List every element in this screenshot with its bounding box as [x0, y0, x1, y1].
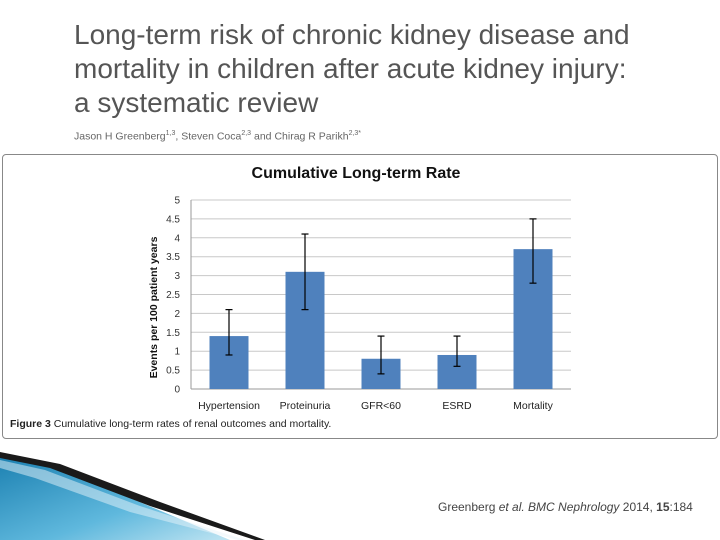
- author-name: Jason H Greenberg: [74, 130, 166, 143]
- slide-title: Long-term risk of chronic kidney disease…: [74, 18, 704, 120]
- swoosh-light-stroke: [0, 460, 245, 540]
- y-tick-label: 4.5: [166, 214, 180, 225]
- x-tick-label: GFR<60: [361, 400, 401, 412]
- y-tick-label: 4: [174, 233, 180, 244]
- y-tick-label: 2.5: [166, 290, 180, 301]
- author-name: Steven Coca: [181, 130, 242, 143]
- y-tick-label: 0: [174, 385, 180, 396]
- figure-caption: Figure 3 Cumulative long-term rates of r…: [10, 418, 331, 430]
- bar-chart: Cumulative Long-term Rate 0 0.5 1 1.5 2 2.5 3 3.…: [148, 165, 571, 412]
- author-affiliation: 2,3: [241, 130, 252, 137]
- x-tick-label: Proteinuria: [280, 400, 331, 412]
- author-separator: ,: [175, 130, 182, 143]
- x-tick-label: ESRD: [442, 400, 472, 412]
- y-tick-label: 3.5: [166, 252, 180, 263]
- caption-text: Cumulative long-term rates of renal outc…: [50, 418, 332, 430]
- author-separator: and: [251, 130, 275, 143]
- figure-box: [2, 154, 718, 439]
- author-affiliation: 1,3: [165, 130, 176, 137]
- author-list: Jason H Greenberg1,3, Steven Coca2,3 and…: [74, 130, 361, 143]
- citation-page: :184: [669, 500, 693, 514]
- title-line: Long-term risk of chronic kidney disease…: [74, 19, 630, 50]
- title-line: mortality in children after acute kidney…: [74, 53, 627, 84]
- title-line: a systematic review: [74, 87, 319, 118]
- y-tick-label: 0.5: [166, 366, 180, 377]
- citation-volume: 15: [656, 500, 670, 514]
- citation: Greenberg et al. BMC Nephrology 2014, 15…: [438, 500, 693, 514]
- citation-journal: BMC Nephrology: [524, 500, 620, 514]
- author-affiliation: 2,3*: [348, 130, 362, 137]
- caption-label: Figure 3: [10, 418, 51, 430]
- swoosh-dark-stroke: [0, 452, 265, 540]
- y-axis-label: Events per 100 patient years: [148, 236, 160, 378]
- x-tick-label: Mortality: [513, 400, 553, 412]
- author-name: Chirag R Parikh: [274, 130, 349, 143]
- y-tick-label: 1.5: [166, 328, 180, 339]
- citation-etal: et al.: [498, 500, 525, 514]
- y-tick-label: 1: [174, 347, 180, 358]
- citation-year: 2014,: [619, 500, 657, 514]
- x-tick-label: Hypertension: [198, 400, 260, 412]
- y-tick-label: 5: [174, 196, 180, 207]
- chart-title: Cumulative Long-term Rate: [252, 165, 461, 182]
- decorative-swoosh: [0, 452, 265, 540]
- y-tick-label: 3: [174, 271, 180, 282]
- y-tick-label: 2: [174, 309, 180, 320]
- citation-author: Greenberg: [438, 500, 499, 514]
